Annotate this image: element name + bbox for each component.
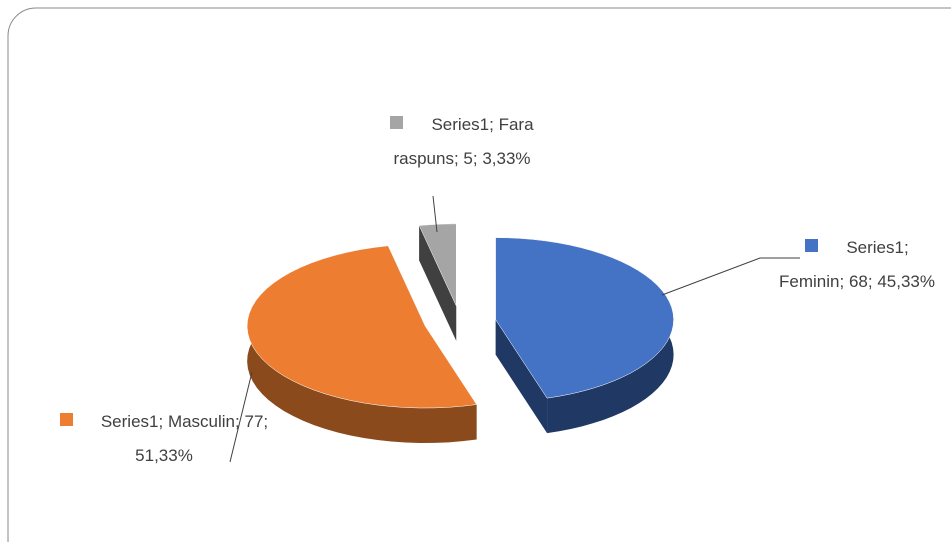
series-name: Series1: [846, 238, 904, 257]
separator: ;: [489, 115, 499, 134]
percentage: 45,33%: [877, 272, 935, 291]
leader-line: [229, 371, 253, 463]
category: Masculin: [167, 412, 236, 431]
separator: ;: [867, 272, 878, 291]
data-label: Series1; Fara raspuns; 5; 3,33%: [364, 108, 560, 176]
separator: ;: [263, 412, 269, 431]
separator: ;: [158, 412, 168, 431]
leader-line: [432, 195, 438, 233]
separator: ;: [472, 149, 483, 168]
pie: [246, 223, 674, 443]
slice: [418, 223, 457, 306]
legend-marker: [59, 413, 73, 426]
category: Fara raspuns: [393, 115, 534, 168]
separator: ;: [453, 149, 464, 168]
percentage: 51,33%: [135, 446, 193, 465]
slice: [246, 245, 478, 409]
slice: [495, 237, 674, 399]
legend-marker: [805, 239, 819, 252]
series-name: Series1: [431, 115, 490, 134]
legend-marker: [390, 116, 404, 129]
data-label: Series1; Feminin; 68; 45,33%: [772, 231, 942, 299]
value: 77: [244, 412, 264, 431]
percentage: 3,33%: [482, 149, 531, 168]
value: 5: [463, 149, 473, 168]
leader-line: [661, 257, 800, 296]
separator: ;: [235, 412, 245, 431]
separator: ;: [839, 272, 849, 291]
data-label: Series1; Masculin; 77; 51,33%: [58, 405, 270, 473]
separator: ;: [903, 238, 909, 257]
value: 68: [848, 272, 868, 291]
chart-border: [7, 7, 951, 542]
slice-side: [495, 319, 548, 434]
category: Feminin: [779, 272, 840, 291]
series-name: Series1: [100, 412, 159, 431]
